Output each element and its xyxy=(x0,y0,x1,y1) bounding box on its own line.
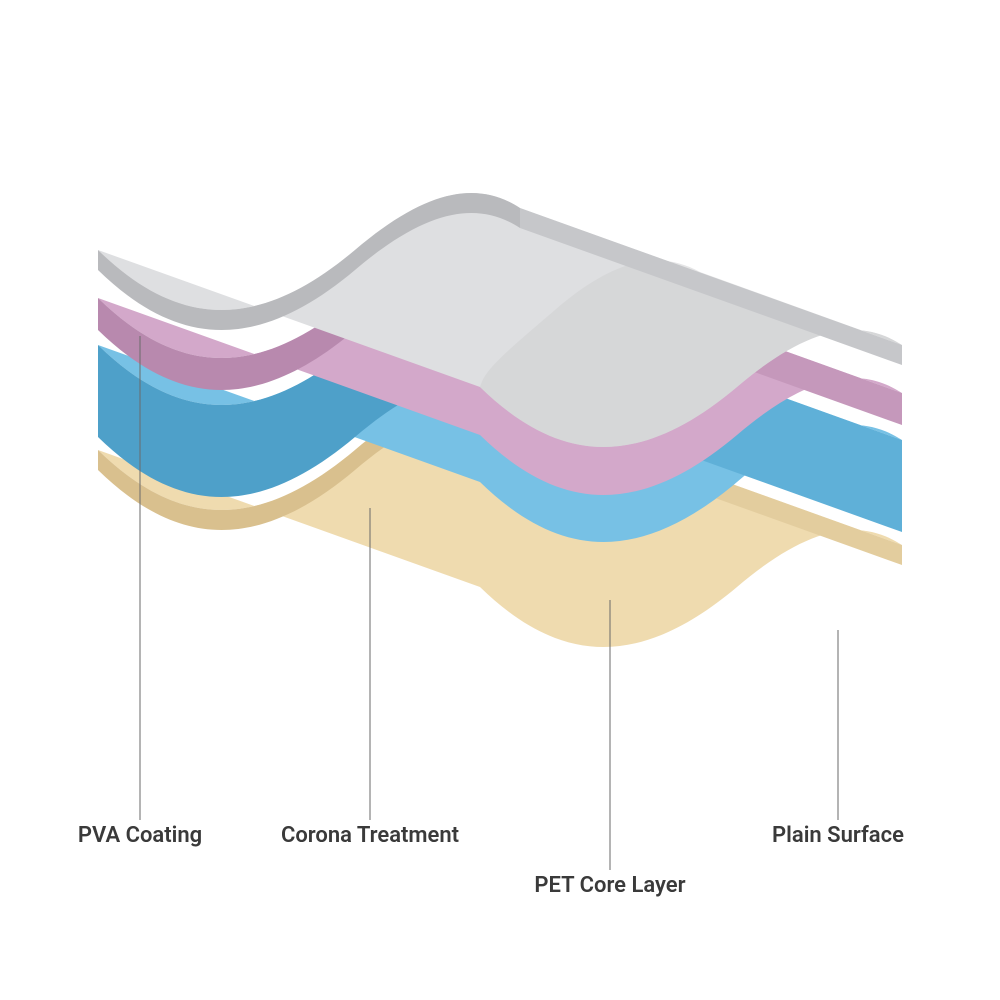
label-pet-core-layer: PET Core Layer xyxy=(534,873,685,898)
label-pva-coating: PVA Coating xyxy=(78,823,202,848)
label-corona-treatment: Corona Treatment xyxy=(281,823,459,848)
label-plain-surface: Plain Surface xyxy=(772,823,904,848)
layers-diagram: PVA Coating Corona Treatment PET Core Laye… xyxy=(0,0,1000,1000)
